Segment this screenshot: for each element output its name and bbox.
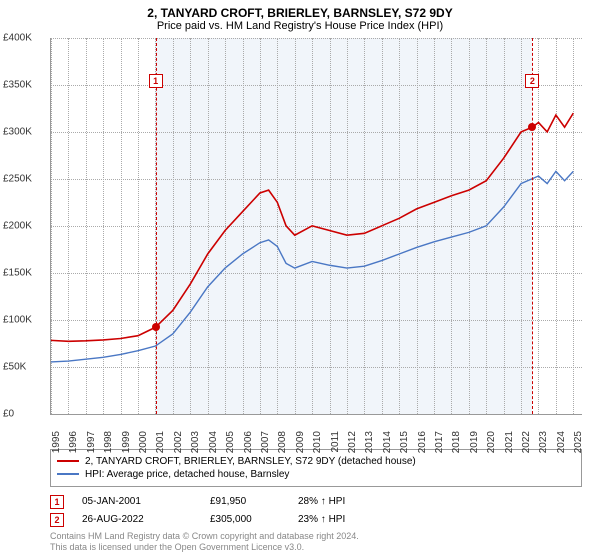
x-axis-label: 2019 (469, 431, 480, 453)
sale-delta: 23% ↑ HPI (298, 514, 378, 525)
sale-row: 2 26-AUG-2022 £305,000 23% ↑ HPI (50, 513, 582, 527)
sale-index: 1 (50, 495, 64, 509)
sale-marker-line (532, 38, 533, 414)
y-axis-label: £150K (3, 267, 32, 278)
y-axis-label: £250K (3, 173, 32, 184)
x-axis-label: 2020 (486, 431, 497, 453)
sale-price: £305,000 (210, 514, 280, 525)
x-axis-label: 2013 (364, 431, 375, 453)
sale-price: £91,950 (210, 496, 280, 507)
sale-date: 26-AUG-2022 (82, 514, 192, 525)
x-axis-label: 2022 (521, 431, 532, 453)
plot-svg (51, 38, 582, 414)
sale-marker-dot (528, 123, 536, 131)
x-axis-label: 2010 (312, 431, 323, 453)
x-axis-label: 2021 (504, 431, 515, 453)
x-axis-label: 2006 (243, 431, 254, 453)
y-axis-label: £50K (3, 361, 26, 372)
sale-marker-box: 1 (149, 74, 163, 88)
x-axis-label: 2024 (556, 431, 567, 453)
series-line (51, 113, 573, 341)
x-axis-label: 2012 (347, 431, 358, 453)
sale-marker-box: 2 (525, 74, 539, 88)
chart-title: 2, TANYARD CROFT, BRIERLEY, BARNSLEY, S7… (0, 0, 600, 20)
sale-index: 2 (50, 513, 64, 527)
x-axis-label: 2023 (538, 431, 549, 453)
x-axis-label: 1995 (51, 431, 62, 453)
x-axis-label: 2001 (155, 431, 166, 453)
sale-marker-dot (152, 323, 160, 331)
sale-marker-line (156, 38, 157, 414)
sales-table: 1 05-JAN-2001 £91,950 28% ↑ HPI 2 26-AUG-2022… (50, 495, 582, 527)
x-axis-label: 2002 (173, 431, 184, 453)
x-axis-label: 2003 (190, 431, 201, 453)
x-axis-label: 1996 (68, 431, 79, 453)
x-axis-label: 2014 (382, 431, 393, 453)
legend-swatch (57, 460, 79, 462)
x-axis-label: 2011 (330, 431, 341, 453)
sale-delta: 28% ↑ HPI (298, 496, 378, 507)
x-axis-label: 2008 (277, 431, 288, 453)
legend: 2, TANYARD CROFT, BRIERLEY, BARNSLEY, S7… (50, 449, 582, 487)
x-axis-label: 2015 (399, 431, 410, 453)
x-axis-label: 2025 (573, 431, 584, 453)
sale-date: 05-JAN-2001 (82, 496, 192, 507)
x-axis-label: 1998 (103, 431, 114, 453)
chart-subtitle: Price paid vs. HM Land Registry's House … (0, 20, 600, 36)
legend-label: 2, TANYARD CROFT, BRIERLEY, BARNSLEY, S7… (85, 456, 416, 467)
x-axis-label: 1999 (121, 431, 132, 453)
legend-item: 2, TANYARD CROFT, BRIERLEY, BARNSLEY, S7… (57, 455, 575, 468)
legend-item: HPI: Average price, detached house, Barn… (57, 468, 575, 481)
x-axis-label: 2005 (225, 431, 236, 453)
y-axis-label: £100K (3, 314, 32, 325)
x-axis-label: 2007 (260, 431, 271, 453)
footer-line2: This data is licensed under the Open Gov… (50, 542, 582, 554)
x-axis-label: 2009 (295, 431, 306, 453)
legend-label: HPI: Average price, detached house, Barn… (85, 469, 289, 480)
footer-line1: Contains HM Land Registry data © Crown c… (50, 531, 582, 543)
x-axis-label: 2017 (434, 431, 445, 453)
y-axis-label: £0 (3, 408, 14, 419)
x-axis-label: 2018 (451, 431, 462, 453)
x-axis-label: 2004 (208, 431, 219, 453)
x-axis-label: 2016 (417, 431, 428, 453)
chart-plot-area: £0£50K£100K£150K£200K£250K£300K£350K£400… (50, 38, 582, 415)
series-line (51, 171, 573, 362)
legend-swatch (57, 473, 79, 475)
sale-row: 1 05-JAN-2001 £91,950 28% ↑ HPI (50, 495, 582, 509)
y-axis-label: £400K (3, 33, 32, 44)
y-axis-label: £200K (3, 220, 32, 231)
x-axis-label: 2000 (138, 431, 149, 453)
x-axis-label: 1997 (86, 431, 97, 453)
y-axis-label: £350K (3, 79, 32, 90)
y-axis-label: £300K (3, 126, 32, 137)
footer: Contains HM Land Registry data © Crown c… (50, 531, 582, 554)
